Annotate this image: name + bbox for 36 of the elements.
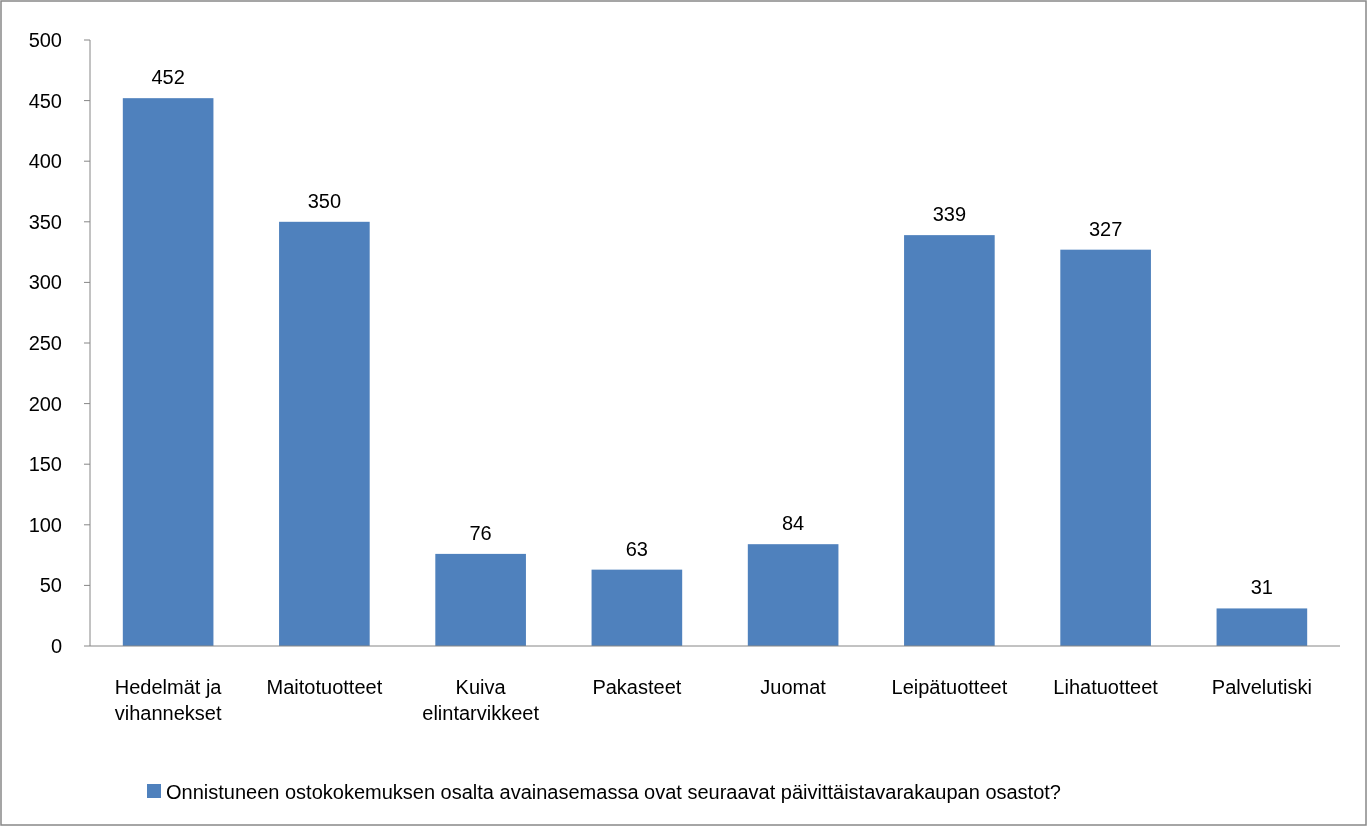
y-tick-label: 100 bbox=[28, 513, 62, 536]
data-label: 63 bbox=[625, 537, 648, 560]
y-tick-label: 400 bbox=[28, 150, 62, 173]
y-tick-label: 250 bbox=[28, 332, 62, 354]
bar bbox=[435, 553, 526, 646]
bar bbox=[904, 235, 995, 646]
x-tick-label: Juomat bbox=[760, 676, 827, 698]
x-tick-label: Kuiva elintarvikkeet bbox=[422, 676, 540, 724]
legend-label: Onnistuneen ostokokemuksen osalta avainasemassa ovat seuraavat päivittäistavarakaupan osastot? bbox=[166, 781, 1061, 803]
bar bbox=[1060, 249, 1151, 646]
bar bbox=[591, 569, 683, 646]
y-tick-label: 50 bbox=[39, 574, 62, 597]
x-tick-label: Maitotuotteet bbox=[266, 676, 383, 698]
bar bbox=[279, 221, 370, 646]
data-label: 31 bbox=[1250, 576, 1273, 599]
y-tick-label: 450 bbox=[28, 89, 62, 112]
y-tick-label: 200 bbox=[28, 392, 62, 415]
y-tick-label: 300 bbox=[28, 271, 62, 294]
data-label: 76 bbox=[469, 521, 492, 544]
data-label: 452 bbox=[151, 66, 185, 89]
x-tick-label: Leipätuotteet bbox=[891, 676, 1008, 698]
x-tick-label: Palvelutiski bbox=[1211, 676, 1312, 698]
x-tick-label: Pakasteet bbox=[592, 676, 682, 698]
data-label: 339 bbox=[932, 203, 967, 226]
data-label: 84 bbox=[782, 512, 805, 535]
bar bbox=[1216, 608, 1308, 646]
y-tick-label: 150 bbox=[28, 453, 62, 476]
bar bbox=[747, 544, 839, 646]
y-tick-label: 500 bbox=[28, 29, 62, 51]
x-tick-label: Hedelmät ja vihannekset bbox=[114, 676, 223, 724]
y-tick-label: 0 bbox=[50, 635, 62, 657]
x-tick-label: Lihatuotteet bbox=[1053, 676, 1159, 698]
data-label: 350 bbox=[307, 189, 342, 212]
bar bbox=[122, 98, 214, 646]
data-label: 327 bbox=[1088, 217, 1123, 240]
y-tick-label: 350 bbox=[28, 210, 62, 233]
